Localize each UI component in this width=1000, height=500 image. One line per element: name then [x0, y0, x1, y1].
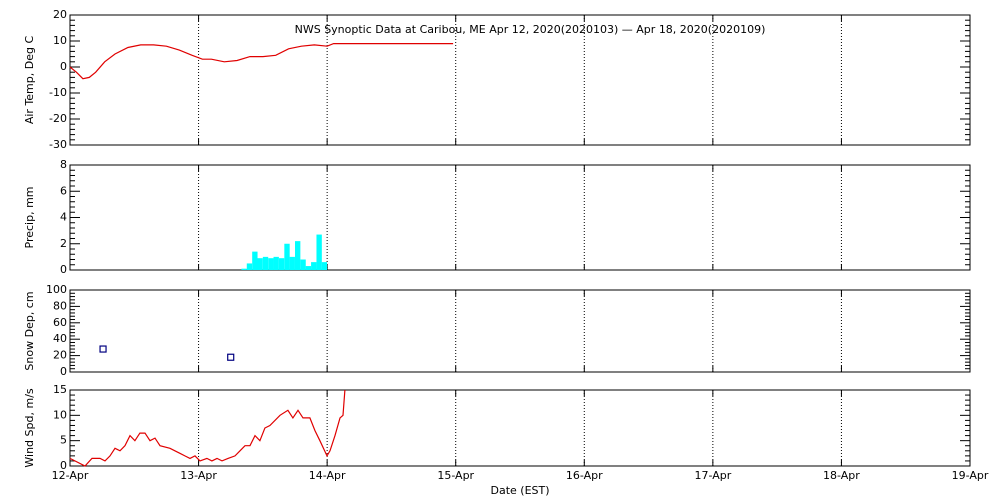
bar [246, 263, 253, 270]
y-tick-label: 0 [60, 263, 67, 276]
plot-frame [69, 389, 971, 467]
y-axis-label: Precip, mm [23, 187, 36, 249]
y-tick-label: 100 [46, 283, 67, 296]
plot-frame [69, 289, 971, 373]
bar [273, 256, 279, 270]
x-tick-label: 17-Apr [694, 469, 731, 482]
bar [262, 256, 269, 270]
bar [284, 243, 290, 270]
x-tick-label: 15-Apr [437, 469, 474, 482]
x-tick-label: 18-Apr [823, 469, 860, 482]
y-tick-label: 20 [53, 8, 67, 21]
y-tick-label: 4 [60, 211, 67, 224]
plot-frame [69, 164, 971, 271]
y-tick-label: 10 [53, 34, 67, 47]
bar [300, 259, 306, 270]
y-tick-label: 0 [60, 60, 67, 73]
bar [311, 262, 317, 270]
y-tick-label: 20 [53, 349, 67, 362]
y-tick-label: 10 [53, 408, 67, 421]
x-tick-label: 12-Apr [52, 469, 89, 482]
x-tick-label: 13-Apr [180, 469, 217, 482]
y-axis-label: Snow Dep, cm [23, 291, 36, 370]
chart-title: NWS Synoptic Data at Caribou, ME Apr 12,… [295, 23, 766, 36]
bar [316, 234, 322, 270]
point [227, 353, 235, 361]
y-tick-label: 40 [53, 332, 67, 345]
y-tick-label: 60 [53, 316, 67, 329]
point [99, 345, 107, 353]
y-tick-label: 8 [60, 158, 67, 171]
bar [289, 256, 295, 270]
y-tick-label: 6 [60, 184, 67, 197]
plot-frame [69, 14, 971, 146]
bar [321, 262, 328, 270]
y-tick-label: 0 [60, 459, 67, 472]
y-axis-label: Wind Spd, m/s [23, 388, 36, 468]
bar [278, 258, 285, 270]
bar [305, 266, 312, 270]
y-axis-label: Air Temp, Deg C [23, 36, 36, 125]
bar [295, 241, 301, 270]
y-tick-label: -10 [49, 86, 67, 99]
x-axis-label: Date (EST) [490, 484, 549, 497]
y-tick-label: 2 [60, 237, 67, 250]
bar [241, 268, 247, 270]
bar [252, 251, 258, 270]
y-tick-label: 80 [53, 299, 67, 312]
y-tick-label: -30 [49, 138, 67, 151]
x-tick-label: 19-Apr [952, 469, 989, 482]
data-line [69, 389, 346, 467]
y-tick-label: 5 [60, 434, 67, 447]
y-tick-label: 15 [53, 383, 67, 396]
bar [268, 258, 274, 270]
bar [257, 258, 263, 270]
y-tick-label: 0 [60, 365, 67, 378]
data-line [69, 43, 454, 80]
y-tick-label: -20 [49, 112, 67, 125]
x-tick-label: 16-Apr [566, 469, 603, 482]
x-tick-label: 14-Apr [309, 469, 346, 482]
